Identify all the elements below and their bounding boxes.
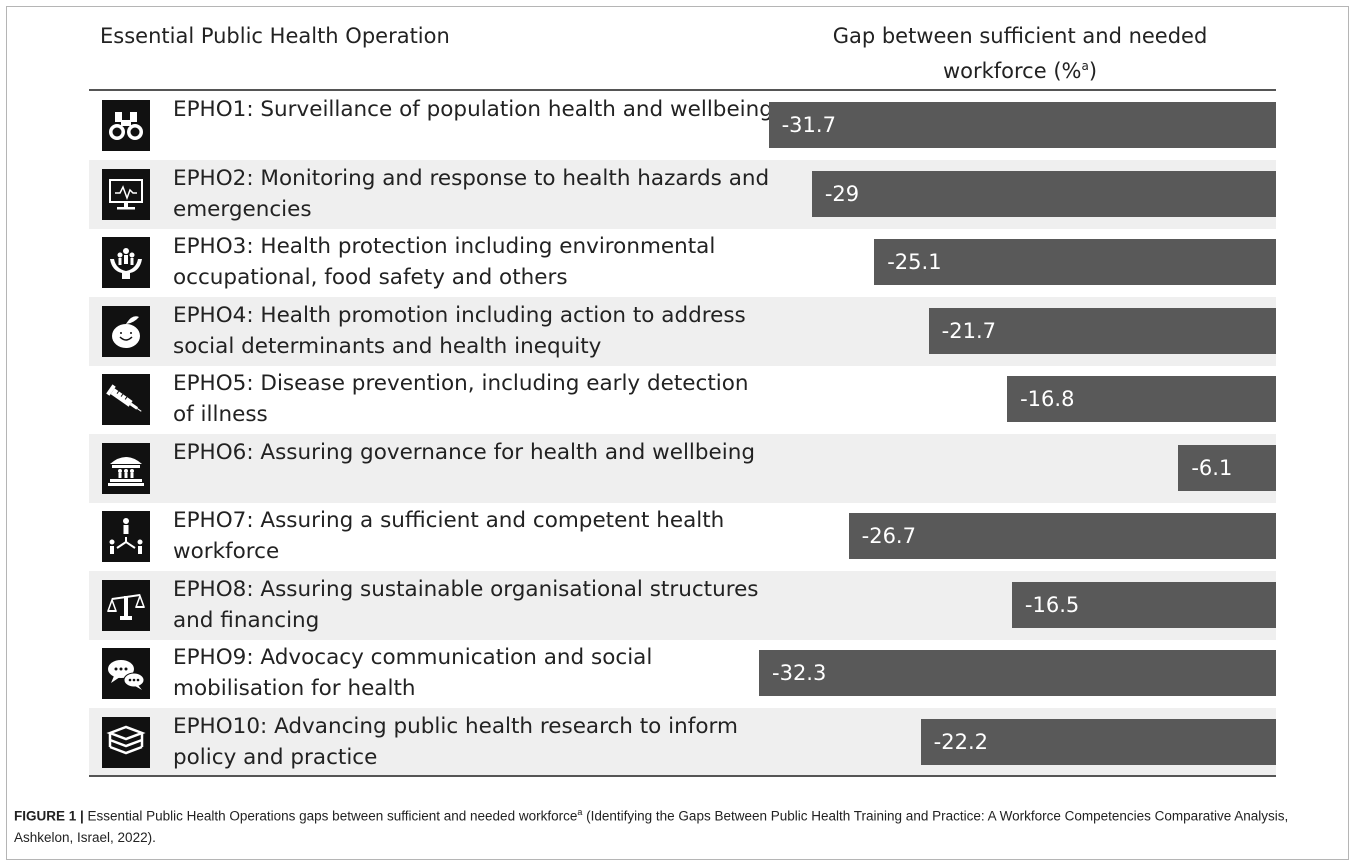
bar: -22.2 — [920, 718, 1276, 765]
data-label: -29 — [824, 181, 860, 206]
table-row: EPHO5: Disease prevention, including ear… — [89, 365, 1276, 434]
table-row: EPHO9: Advocacy communication and social… — [89, 639, 1276, 708]
scales-icon — [102, 579, 150, 631]
data-label: -31.7 — [781, 113, 836, 137]
data-label: -6.1 — [1191, 455, 1233, 480]
table-row: EPHO10: Advancing public health research… — [89, 707, 1276, 777]
category-label: EPHO1: Surveillance of population health… — [173, 97, 773, 122]
bar: -16.5 — [1011, 581, 1276, 628]
table-row: EPHO6: Assuring governance for health an… — [89, 433, 1276, 503]
workforce-people-icon — [102, 511, 150, 562]
table-row: EPHO3: Health protection including envir… — [89, 228, 1276, 297]
data-label: -26.7 — [861, 524, 916, 548]
binoculars-icon — [102, 100, 150, 151]
speech-bubbles-icon — [102, 648, 150, 699]
header-rule — [89, 89, 1276, 91]
bar: -26.7 — [848, 513, 1276, 559]
table-row: EPHO7: Assuring a sufficient and compete… — [89, 502, 1276, 571]
caption-text-2: (Identifying the Gaps Between Public Hea… — [14, 808, 1289, 845]
figure-caption: FIGURE 1 | Essential Public Health Opera… — [14, 802, 1339, 848]
bar: -25.1 — [874, 239, 1276, 285]
caption-text: Essential Public Health Operations gaps … — [83, 808, 578, 824]
caption-sup: a — [577, 807, 583, 817]
bar: -21.7 — [928, 307, 1276, 354]
hands-people-icon — [102, 237, 150, 288]
header-gap: Gap between sufficient and needed workfo… — [790, 21, 1250, 86]
table-row: EPHO1: Surveillance of population health… — [89, 91, 1276, 160]
monitor-icon — [102, 168, 150, 220]
bar: -31.7 — [768, 102, 1276, 148]
caption-label: FIGURE 1 | — [14, 808, 84, 824]
category-label: EPHO9: Advocacy communication and social… — [173, 645, 653, 701]
category-label: EPHO10: Advancing public health research… — [173, 713, 738, 770]
books-icon — [102, 716, 150, 768]
category-label: EPHO3: Health protection including envir… — [173, 234, 716, 290]
data-label: -16.8 — [1020, 387, 1075, 411]
bar: -6.1 — [1178, 444, 1276, 491]
category-label: EPHO7: Assuring a sufficient and compete… — [173, 508, 725, 564]
header-operation: Essential Public Health Operation — [100, 24, 450, 48]
table-row: EPHO4: Health promotion including action… — [89, 296, 1276, 366]
bar: -32.3 — [759, 650, 1276, 696]
header-gap-close: ) — [1088, 59, 1098, 83]
apple-icon — [102, 305, 150, 357]
data-label: -16.5 — [1024, 592, 1080, 617]
category-label: EPHO8: Assuring sustainable organisation… — [173, 576, 759, 633]
government-building-icon — [102, 442, 150, 494]
header-gap-line1: Gap between sufficient and needed — [832, 24, 1208, 48]
bar: -29 — [811, 170, 1276, 217]
bar: -16.8 — [1007, 376, 1276, 422]
data-label: -32.3 — [772, 661, 827, 685]
syringe-icon — [102, 374, 150, 425]
data-label: -22.2 — [933, 729, 988, 754]
category-label: EPHO6: Assuring governance for health an… — [173, 439, 756, 465]
data-label: -25.1 — [887, 250, 942, 274]
header-gap-sup: a — [1081, 59, 1089, 73]
category-label: EPHO4: Health promotion including action… — [173, 302, 746, 359]
category-label: EPHO5: Disease prevention, including ear… — [173, 371, 749, 427]
table-row: EPHO2: Monitoring and response to health… — [89, 159, 1276, 229]
data-label: -21.7 — [941, 318, 996, 343]
header-gap-line2: workforce (% — [942, 59, 1082, 83]
table-row: EPHO8: Assuring sustainable organisation… — [89, 570, 1276, 640]
figure-frame — [6, 6, 1349, 860]
bottom-rule — [89, 775, 1276, 777]
category-label: EPHO2: Monitoring and response to health… — [173, 165, 770, 222]
